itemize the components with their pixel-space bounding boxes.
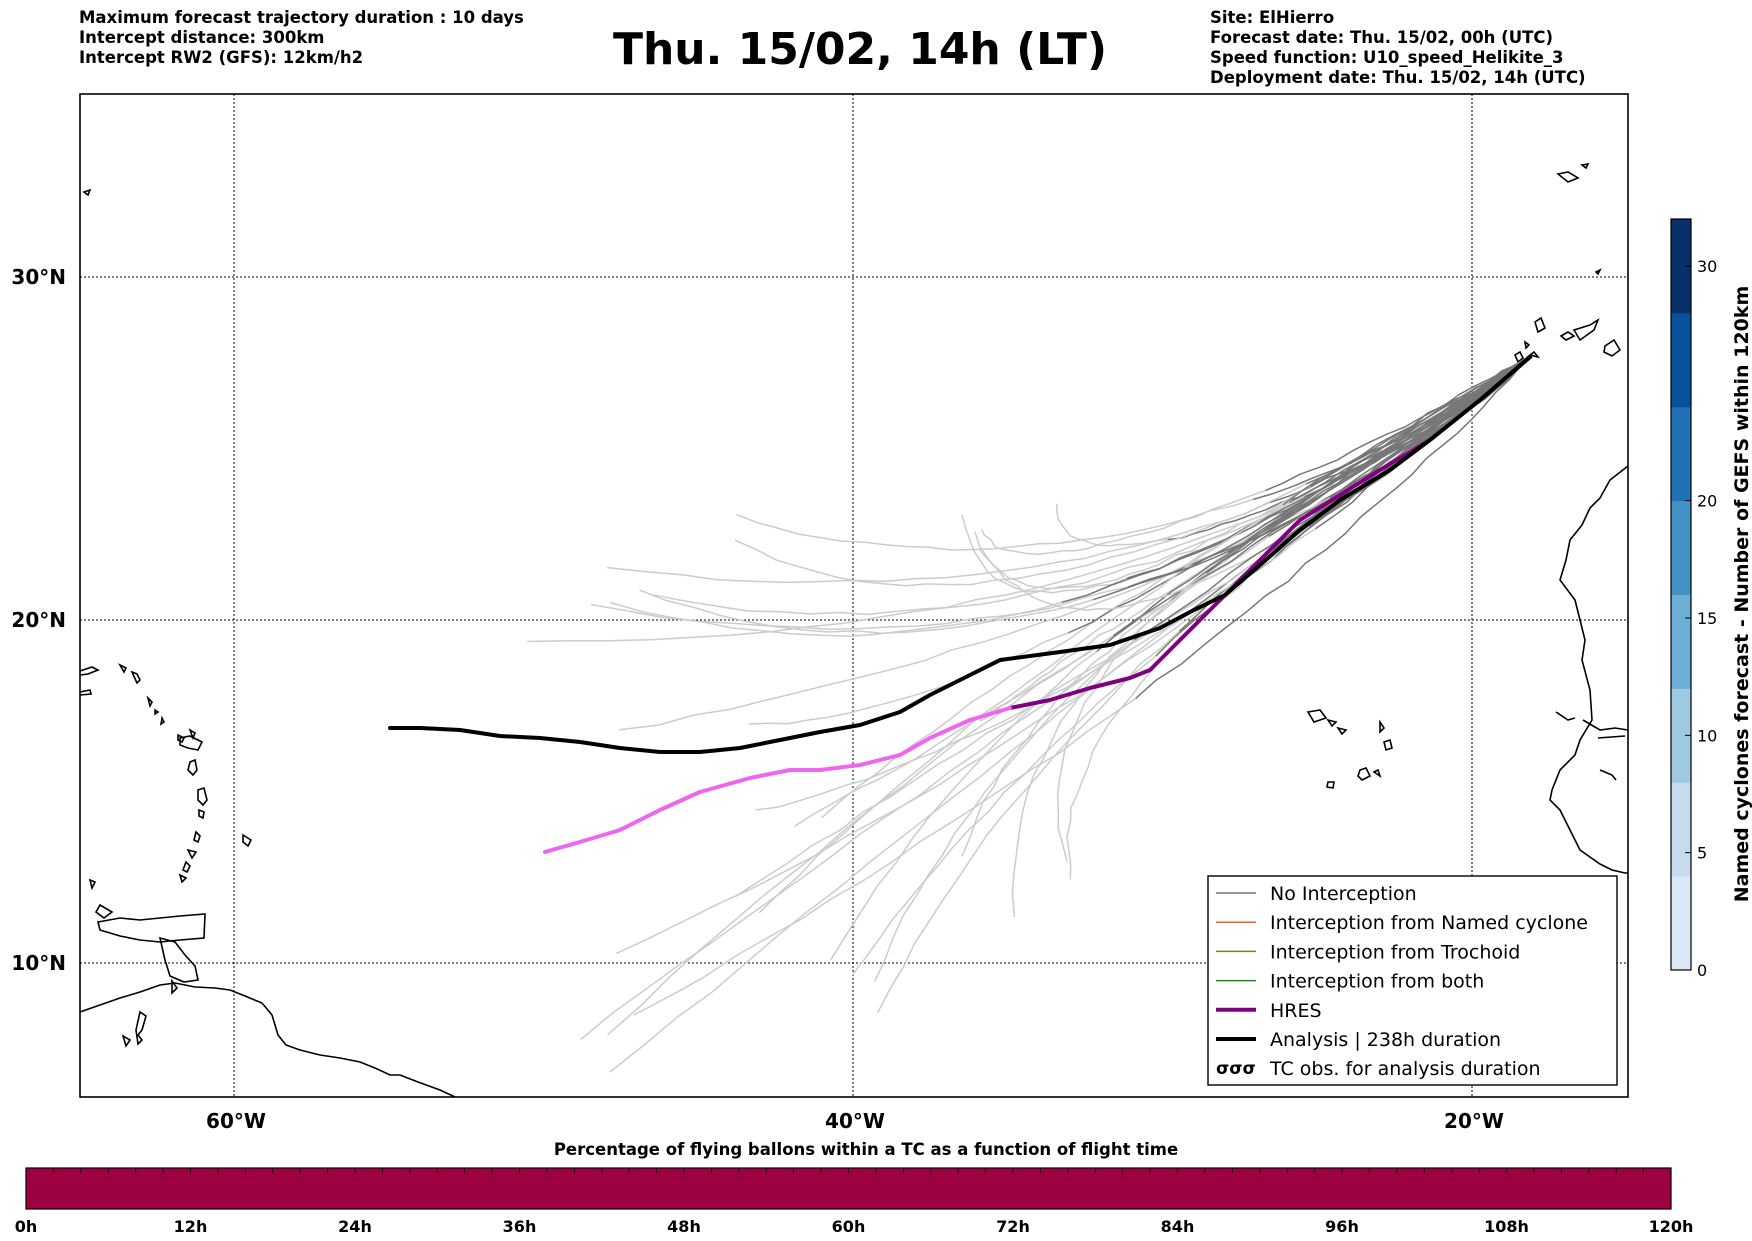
lon-tick-label: 60°W: [206, 1109, 266, 1133]
hres-trajectory: [543, 355, 1532, 854]
lon-tick-label: 40°W: [825, 1109, 885, 1133]
trajectories: [388, 354, 1533, 1073]
colorbar-band: [1671, 782, 1691, 877]
speed-function-text: Speed function: U10_speed_Helikite_3: [1210, 48, 1564, 67]
intercept-rw2-text: Intercept RW2 (GFS): 12km/h2: [79, 48, 364, 67]
time-tick-label: 48h: [667, 1217, 701, 1236]
analysis-trajectory: [388, 355, 1532, 754]
colorbar-band: [1671, 406, 1691, 502]
legend-box: [1207, 875, 1618, 1086]
colorbar-band: [1671, 312, 1691, 408]
lat-tick-label: 20°N: [11, 608, 66, 632]
time-colorbar-fill: [25, 1167, 1672, 1210]
legend-item: σσσ TC obs. for analysis duration: [1216, 1058, 1541, 1080]
map-frame: [79, 93, 1629, 1098]
colorbar-band: [1671, 500, 1691, 595]
ensemble-trajectory: [734, 354, 1531, 587]
forecast-date-text: Forecast date: Thu. 15/02, 00h (UTC): [1210, 28, 1554, 47]
ensemble-trajectory: [1066, 356, 1533, 880]
colorbar-tick-label: 0: [1697, 961, 1707, 980]
site-info: Site: ElHierro Forecast date: Thu. 15/02…: [1210, 8, 1586, 88]
colorbar-tick-label: 15: [1697, 609, 1717, 628]
lon-tick-label: 20°W: [1444, 1109, 1504, 1133]
legend-item: Interception from both: [1216, 971, 1484, 993]
tc-obs-legend-icon: σσσ: [1216, 1059, 1256, 1079]
cyclone-colorbar-frame: [1670, 218, 1692, 971]
page-title: Thu. 15/02, 14h (LT): [612, 24, 1108, 75]
max-duration-text: Maximum forecast trajectory duration : 1…: [79, 8, 524, 27]
legend-label: Interception from Named cyclone: [1270, 912, 1588, 934]
ensemble-trajectory: [609, 355, 1532, 638]
legend-item: Interception from Trochoid: [1216, 941, 1520, 963]
legend-label: Interception from Trochoid: [1270, 941, 1520, 963]
legend-item: Interception from Named cyclone: [1216, 912, 1588, 934]
colorbar-band: [1671, 688, 1691, 783]
time-tick-label: 12h: [174, 1217, 208, 1236]
legend-label: No Interception: [1270, 883, 1417, 905]
ensemble-trajectory: [639, 356, 1533, 634]
ensemble-trajectory: [1011, 357, 1532, 918]
legend-item: Analysis | 238h duration: [1216, 1029, 1501, 1051]
legend-label: HRES: [1270, 1000, 1322, 1022]
colorbar-band: [1671, 219, 1691, 314]
ensemble-trajectory: [1056, 356, 1533, 547]
legend-label: Analysis | 238h duration: [1270, 1029, 1501, 1051]
colorbar-band: [1671, 594, 1691, 689]
cyclone-colorbar: 0 5 10 15 20 30 Named cyclones forecast - Num…: [1670, 218, 1752, 980]
ensemble-trajectory: [974, 355, 1533, 590]
time-colorbar: Percentage of flying ballons within a TC…: [15, 1140, 1694, 1236]
ensemble-trajectory: [961, 355, 1530, 594]
legend-item: No Interception: [1216, 883, 1417, 905]
time-tick-label: 0h: [15, 1217, 38, 1236]
ensemble-trajectory: [654, 355, 1531, 616]
time-tick-label: 72h: [996, 1217, 1030, 1236]
site-text: Site: ElHierro: [1210, 8, 1335, 27]
legend-label: Interception from both: [1270, 971, 1484, 993]
coastlines: [80, 162, 1628, 1097]
time-colorbar-title: Percentage of flying ballons within a TC…: [554, 1140, 1178, 1159]
time-tick-label: 120h: [1649, 1217, 1694, 1236]
time-tick-label: 36h: [503, 1217, 537, 1236]
lat-tick-label: 10°N: [11, 951, 66, 975]
legend: No Interception Interception from Named c…: [1207, 875, 1618, 1086]
time-tick-label: 60h: [832, 1217, 866, 1236]
colorbar-tick-label: 30: [1697, 257, 1717, 276]
time-tick-label: 108h: [1484, 1217, 1529, 1236]
legend-label: TC obs. for analysis duration: [1269, 1058, 1541, 1080]
colorbar-tick-label: 20: [1697, 492, 1717, 511]
colorbar-band: [1671, 876, 1691, 971]
ensemble-trajectory: [736, 354, 1530, 551]
deployment-date-text: Deployment date: Thu. 15/02, 14h (UTC): [1210, 68, 1586, 87]
legend-item: HRES: [1216, 1000, 1322, 1022]
time-tick-label: 96h: [1325, 1217, 1359, 1236]
ensemble-trajectory: [633, 355, 1531, 1016]
ensemble-trajectory: [618, 355, 1533, 731]
colorbar-tick-label: 10: [1697, 726, 1717, 745]
axis-ticks: 30°N 20°N 10°N 60°W 40°W 20°W: [11, 265, 1504, 1133]
time-tick-label: 24h: [338, 1217, 372, 1236]
colorbar-tick-label: 5: [1697, 844, 1707, 863]
lat-tick-label: 30°N: [11, 265, 66, 289]
ensemble-trajectory: [526, 356, 1531, 643]
run-info: Maximum forecast trajectory duration : 1…: [79, 8, 524, 68]
intercept-distance-text: Intercept distance: 300km: [79, 28, 325, 47]
time-tick-label: 84h: [1161, 1217, 1195, 1236]
cyclone-colorbar-label: Named cyclones forecast - Number of GEFS…: [1731, 286, 1752, 903]
